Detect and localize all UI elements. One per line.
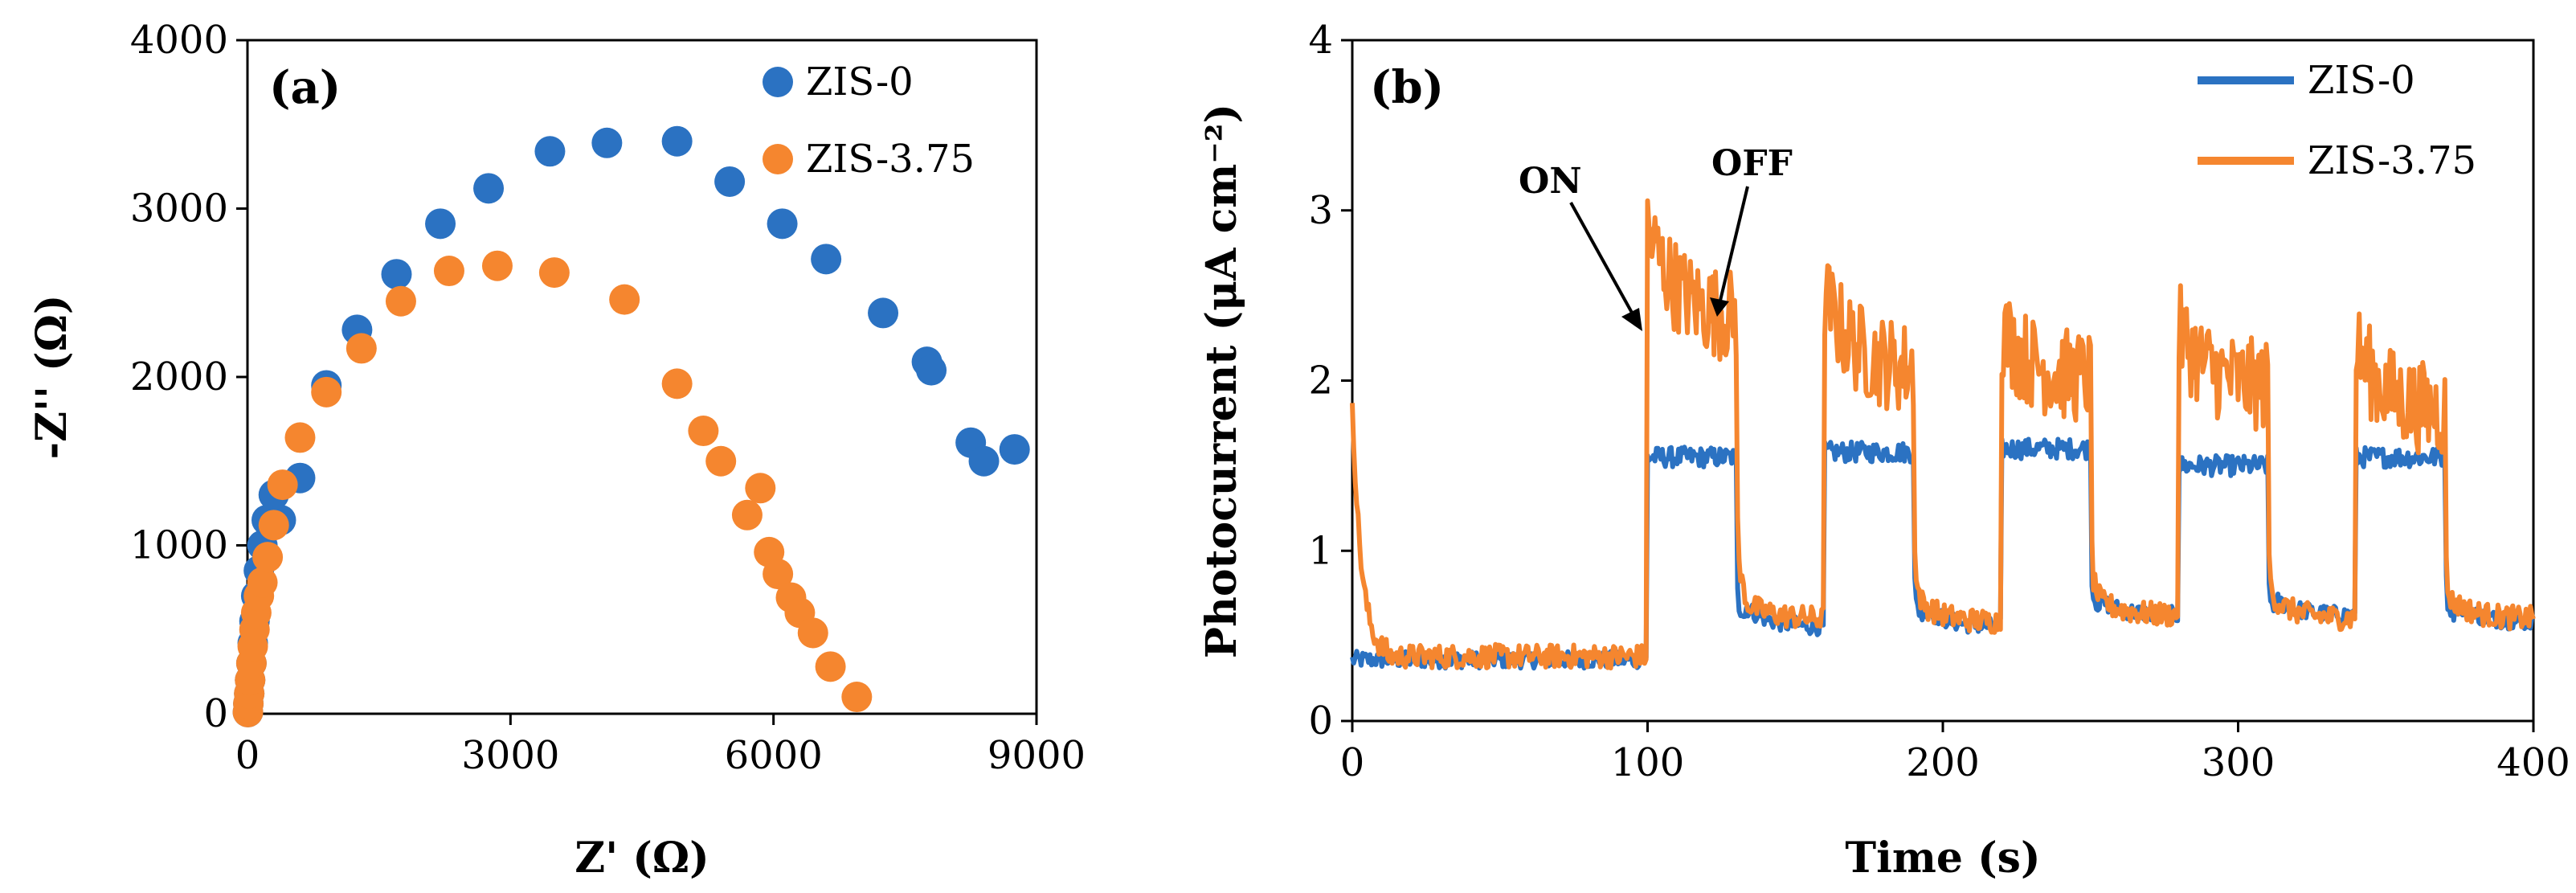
point-zis-375 (258, 510, 289, 541)
point-zis-375 (346, 333, 377, 364)
plot-b-ytick-label: 1 (1308, 528, 1333, 573)
panel-a-nyquist-plot: 0 3000 6000 9000 0 1000 2000 3000 4000 (a) ZIS-0… (27, 18, 1086, 883)
plot-a-ytick-label: 0 (203, 691, 228, 736)
point-zis-0 (534, 136, 566, 167)
annotation-on-arrow (1569, 202, 1638, 321)
point-zis-375 (267, 469, 298, 501)
plot-a-ytick-label: 1000 (130, 523, 228, 568)
plot-a-ylabel: -Z'' (Ω) (27, 295, 76, 460)
point-zis-375 (538, 257, 570, 289)
point-zis-0 (381, 259, 412, 290)
legend-a-marker-zis-0 (763, 67, 793, 97)
plot-b-ticks: 0 100 200 300 400 0 1 2 3 4 (1308, 18, 2570, 785)
panel-b-label: (b) (1370, 61, 1444, 114)
plot-b-xtick-label: 100 (1611, 740, 1685, 785)
legend-a-marker-zis-375 (763, 144, 793, 174)
annotations-b: ON OFF (1519, 143, 1793, 331)
panel-b-photocurrent-plot: 0 100 200 300 400 0 1 2 3 4 (b) ON OFF ZIS-0 ZIS-… (1197, 18, 2570, 883)
point-zis-0 (968, 445, 1000, 477)
point-zis-375 (481, 250, 513, 281)
legend-b-label-zis-375: ZIS-3.75 (2308, 138, 2476, 183)
plot-a-ytick-label: 4000 (130, 18, 228, 63)
point-zis-0 (714, 166, 746, 197)
point-zis-375 (433, 256, 464, 287)
legend-a-label-zis-375: ZIS-3.75 (806, 137, 975, 182)
plot-b-ytick-label: 3 (1308, 188, 1333, 233)
point-zis-375 (661, 368, 693, 399)
point-zis-375 (247, 567, 278, 598)
plot-a-ticks: 0 3000 6000 9000 0 1000 2000 3000 4000 (130, 18, 1086, 778)
point-zis-0 (591, 127, 623, 158)
plot-a-points (232, 125, 1030, 727)
point-zis-375 (745, 473, 776, 504)
point-zis-375 (731, 499, 763, 530)
point-zis-375 (797, 617, 828, 649)
annotation-off-arrow (1718, 186, 1749, 305)
legend-b-label-zis-0: ZIS-0 (2308, 58, 2415, 103)
plot-b-xtick-label: 0 (1340, 740, 1365, 785)
point-zis-0 (868, 297, 899, 329)
panel-a-label: (a) (269, 61, 341, 114)
plot-b-xlabel: Time (s) (1845, 834, 2040, 883)
plot-b-ytick-label: 4 (1308, 18, 1333, 63)
point-zis-0 (661, 125, 693, 157)
plot-b-xtick-label: 400 (2496, 740, 2570, 785)
point-zis-375 (841, 682, 873, 713)
point-zis-0 (916, 354, 947, 386)
point-zis-375 (284, 422, 316, 453)
plot-a-xtick-label: 9000 (987, 733, 1086, 778)
point-zis-375 (311, 376, 342, 408)
point-zis-375 (815, 651, 846, 682)
annotation-off-arrowhead (1710, 297, 1729, 317)
annotation-off: OFF (1711, 143, 1793, 184)
plot-b-ylabel: Photocurrent (μA cm⁻²) (1197, 104, 1246, 658)
plot-b-ytick-label: 0 (1308, 698, 1333, 743)
point-zis-0 (811, 244, 842, 275)
legend-a: ZIS-0 ZIS-3.75 (763, 59, 975, 182)
annotation-on: ON (1519, 161, 1582, 202)
point-zis-375 (688, 416, 719, 447)
plot-a-ytick-label: 3000 (130, 186, 228, 231)
point-zis-375 (252, 542, 284, 573)
plot-a-ytick-label: 2000 (130, 354, 228, 399)
plot-a-xtick-label: 6000 (725, 733, 823, 778)
plot-a-xtick-label: 0 (235, 733, 260, 778)
plot-b-ytick-label: 2 (1308, 358, 1333, 403)
point-zis-375 (609, 284, 640, 315)
point-zis-375 (763, 559, 794, 590)
point-zis-375 (385, 285, 416, 317)
point-zis-375 (705, 445, 737, 477)
point-zis-0 (767, 208, 798, 240)
annotation-on-arrowhead (1621, 308, 1642, 331)
series-line-zis-375 (1350, 198, 2536, 671)
plot-b-lines (1350, 198, 2536, 671)
plot-a-xlabel: Z' (Ω) (574, 834, 709, 883)
point-zis-0 (425, 208, 456, 240)
plot-b-xtick-label: 300 (2202, 740, 2275, 785)
legend-b: ZIS-0 ZIS-3.75 (2198, 58, 2476, 183)
plot-a-xtick-label: 3000 (461, 733, 559, 778)
plot-b-xtick-label: 200 (1906, 740, 1980, 785)
point-zis-0 (473, 173, 505, 204)
point-zis-0 (999, 434, 1030, 465)
legend-a-label-zis-0: ZIS-0 (806, 59, 914, 104)
